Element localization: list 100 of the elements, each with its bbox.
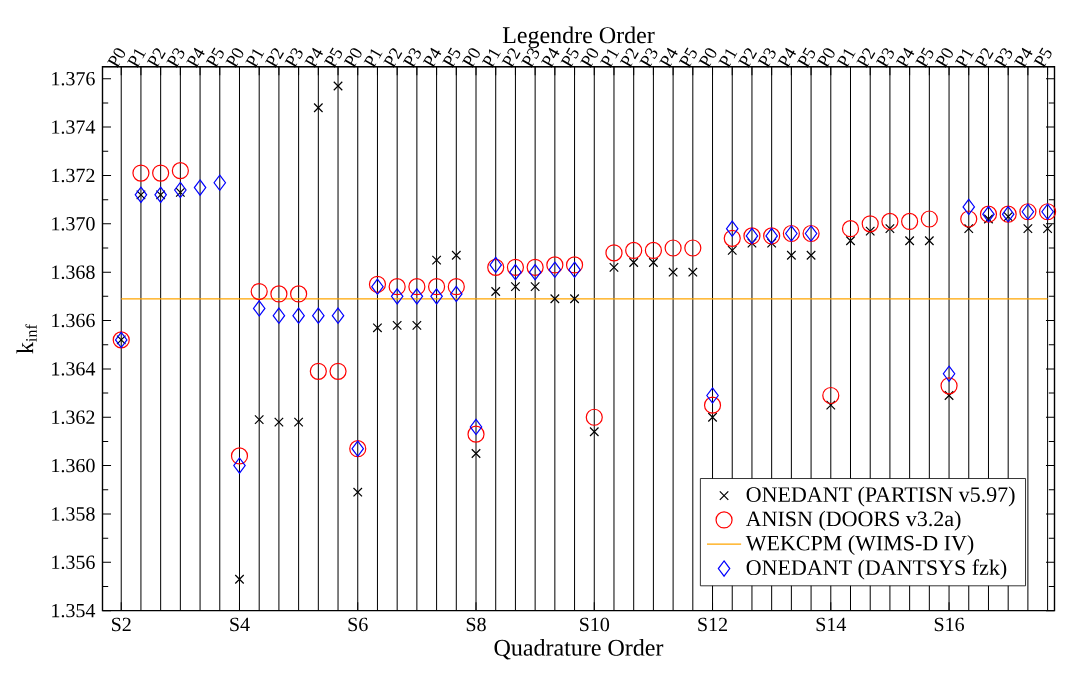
point [252, 300, 266, 317]
point [410, 288, 424, 305]
x-tick-label: P3 [521, 48, 540, 68]
point [664, 239, 682, 257]
point [309, 362, 327, 380]
point [352, 487, 363, 498]
point [372, 322, 383, 333]
point [569, 293, 580, 304]
y-axis-title: k$_{inf}$ [16, 324, 37, 354]
x-tick-label: P1 [363, 49, 383, 69]
x-tick-label: P3 [994, 48, 1013, 68]
point [233, 457, 246, 474]
point [427, 278, 446, 296]
point [290, 285, 308, 303]
y-tick-label: 1.376 [52, 72, 95, 86]
text: S2 [112, 617, 131, 632]
point [331, 307, 345, 324]
point [469, 418, 483, 436]
point [845, 235, 856, 246]
point [605, 244, 623, 262]
x-tick-label: P4 [1014, 47, 1033, 69]
point [509, 263, 522, 281]
x-tick-label: P0 [816, 48, 835, 68]
point [625, 241, 643, 260]
point [706, 387, 719, 404]
x-tick-label: P3 [639, 48, 658, 68]
point [786, 250, 797, 261]
text: S6 [348, 617, 368, 632]
y-tick-label: 1.368 [52, 265, 95, 279]
x-tick-label: P0 [343, 48, 362, 68]
text: S10 [580, 617, 610, 632]
point [806, 250, 816, 261]
x-tick-label: P0 [698, 48, 717, 68]
point [568, 261, 581, 278]
x-tick-label: P5 [1033, 47, 1052, 68]
point [213, 174, 227, 191]
point [920, 210, 938, 228]
point [528, 263, 542, 281]
point [132, 164, 150, 182]
point [904, 235, 915, 246]
point [152, 164, 170, 182]
x2-axis-title: Legendre Order [502, 26, 655, 49]
point [193, 179, 207, 196]
point [585, 408, 603, 426]
x-tick-label: P2 [738, 48, 758, 69]
x-tick-label: P3 [284, 48, 303, 68]
point [944, 390, 954, 401]
point [134, 186, 148, 204]
point [412, 320, 422, 331]
point [703, 396, 722, 414]
x-tick-label: P5 [442, 47, 461, 68]
x-tick-label: P2 [265, 48, 285, 69]
point [471, 448, 481, 459]
x-tick-label: P5 [560, 47, 579, 68]
text: S16 [934, 617, 965, 632]
point [924, 235, 935, 246]
point [430, 288, 443, 305]
point [962, 198, 976, 216]
point [313, 102, 324, 113]
point [530, 281, 540, 292]
y-tick-label: 1.364 [52, 362, 96, 376]
x-tick-label: P5 [915, 47, 934, 68]
point [392, 320, 403, 331]
x-tick-label: P0 [225, 48, 244, 68]
point [963, 223, 974, 234]
x-tick-label: P4 [304, 47, 323, 69]
point [254, 414, 265, 425]
point [136, 189, 146, 200]
x-tick-label: P3 [166, 48, 185, 68]
legend-label: ONEDANT (PARTISN v5.97) [746, 486, 1015, 507]
point [449, 285, 463, 303]
x-tick-label: P5 [205, 47, 224, 68]
point [526, 258, 544, 276]
point [431, 255, 442, 265]
x-tick-label: P4 [422, 47, 442, 69]
x-tick-label: P3 [402, 48, 421, 68]
point [609, 262, 619, 273]
x-tick-label: P0 [580, 48, 599, 68]
x-tick-label: P5 [678, 47, 697, 68]
y-tick-label: 1.374 [52, 120, 96, 134]
point [270, 285, 288, 303]
point [725, 220, 739, 237]
text: S8 [466, 617, 486, 632]
x-tick-label: P5 [797, 47, 816, 68]
point [174, 181, 187, 199]
point [841, 220, 860, 238]
point [333, 81, 343, 91]
point [272, 307, 286, 324]
x-tick-label: P1 [600, 49, 620, 69]
point [506, 258, 525, 276]
legend-label: ONEDANT (DANTSYS fzk) [746, 559, 1007, 580]
point [250, 282, 268, 301]
point [644, 241, 662, 260]
x-tick-label: P4 [895, 47, 915, 69]
x-axis-title: Quadrature Order [494, 638, 664, 660]
y-tick-label: 1.358 [52, 507, 95, 521]
point [292, 307, 305, 324]
x-tick-label: P2 [146, 48, 166, 69]
point [901, 212, 919, 231]
x-tick-label: P4 [659, 47, 678, 69]
